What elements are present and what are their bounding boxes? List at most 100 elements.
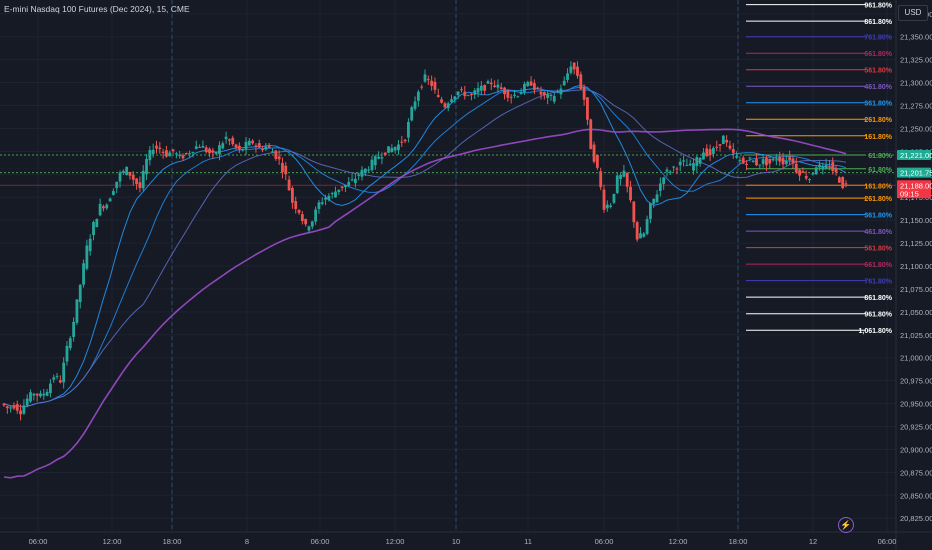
moving-average-line <box>3 89 847 408</box>
currency-button[interactable]: USD <box>898 5 928 21</box>
candle-body <box>108 198 112 202</box>
candle-body <box>420 86 424 88</box>
candle-body <box>125 166 129 176</box>
price-tick-label: 21,350.00 <box>900 33 932 42</box>
candle-body <box>267 146 271 148</box>
candle-body <box>639 233 642 239</box>
fib-level-label: 161.80% <box>864 183 892 190</box>
fib-level-label: 261.80% <box>864 196 892 203</box>
price-tick-label: 20,850.00 <box>900 491 932 500</box>
candle-body <box>682 160 685 162</box>
candle-body <box>837 177 841 183</box>
candle-body <box>579 74 583 89</box>
candle-body <box>15 404 19 411</box>
candle-body <box>62 362 66 383</box>
candle-body <box>765 158 768 166</box>
time-tick-label: 06:00 <box>29 537 48 546</box>
candle-body <box>824 164 828 169</box>
candle-body <box>158 147 162 150</box>
candle-body <box>88 238 92 252</box>
candle-body <box>165 150 168 157</box>
candle-body <box>131 174 135 180</box>
chart-title: E-mini Nasdaq 100 Futures (Dec 2024), 15… <box>4 4 190 14</box>
time-axis[interactable]: 06:00 12:00 18:00 8 06:00 12:00 10 11 06:00 12:00… <box>29 537 897 546</box>
fib-level-label: 661.80% <box>864 262 892 269</box>
candle-body <box>251 140 255 144</box>
candle-body <box>668 171 672 173</box>
fib-level-label: 961.80% <box>864 312 892 319</box>
candle-body <box>334 191 337 198</box>
price-tick-label: 20,900.00 <box>900 445 932 454</box>
candle-body <box>380 157 384 159</box>
candle-body <box>287 179 291 191</box>
time-tick-label: 12 <box>809 537 817 546</box>
fib-level-label: 761.80% <box>864 279 892 286</box>
candle-body <box>2 403 6 406</box>
candle-body <box>841 176 845 189</box>
candle-body <box>274 150 278 159</box>
candle-body <box>181 155 185 159</box>
candle-body <box>755 159 758 166</box>
candle-body <box>9 407 13 409</box>
candle-body <box>761 159 765 165</box>
candle-body <box>615 175 619 193</box>
candle-body <box>344 184 347 188</box>
price-axis[interactable]: 21,375.0021,350.0021,325.0021,300.0021,2… <box>900 10 932 523</box>
fib-level-label: 561.80% <box>864 68 892 75</box>
candle-body <box>221 143 225 149</box>
moving-averages <box>3 84 847 479</box>
candle-body <box>310 221 314 227</box>
candle-body <box>649 203 652 220</box>
candle-body <box>506 90 510 98</box>
candle-body <box>539 91 543 95</box>
candle-body <box>489 82 493 85</box>
candle-body <box>566 73 569 80</box>
candle-body <box>665 169 669 172</box>
candle-body <box>135 178 138 185</box>
price-tick-label: 20,950.00 <box>900 400 932 409</box>
session-separators <box>171 0 739 532</box>
candle-body <box>632 201 636 223</box>
time-tick-label: 8 <box>245 537 249 546</box>
candle-body <box>244 141 248 150</box>
candle-body <box>493 85 497 87</box>
time-tick-label: 06:00 <box>311 537 330 546</box>
price-tick-label: 21,275.00 <box>900 101 932 110</box>
candle-body <box>715 146 719 148</box>
price-tick-label: 21,250.00 <box>900 124 932 133</box>
candle-body <box>95 218 99 228</box>
candle-body <box>529 81 533 86</box>
candle-body <box>745 163 748 166</box>
candle-body <box>658 183 662 191</box>
price-reference-lines <box>0 154 896 186</box>
candle-body <box>519 92 523 95</box>
candle-body <box>698 157 702 164</box>
candle-body <box>612 193 616 203</box>
candle-body <box>304 219 308 225</box>
candle-body <box>357 174 361 176</box>
candle-body <box>589 119 593 150</box>
candle-body <box>426 79 430 81</box>
candle-body <box>224 136 228 140</box>
candle-body <box>257 143 261 148</box>
candle-body <box>771 158 775 161</box>
candle-body <box>605 204 609 209</box>
candle-body <box>834 168 838 173</box>
candle-body <box>814 167 818 175</box>
candle-body <box>844 183 848 185</box>
price-tick-label: 21,075.00 <box>900 285 932 294</box>
candle-body <box>592 144 596 162</box>
lightning-icon[interactable]: ⚡ <box>838 517 854 533</box>
candle-body <box>410 107 414 121</box>
candle-body <box>523 83 526 93</box>
candle-body <box>794 163 798 173</box>
candle-body <box>562 80 566 86</box>
candle-body <box>718 144 722 146</box>
candle-body <box>450 99 453 103</box>
candle-body <box>609 205 613 207</box>
candle-body <box>330 193 334 195</box>
candle-body <box>82 263 85 285</box>
candle-body <box>128 171 132 176</box>
candle-body <box>440 99 443 103</box>
